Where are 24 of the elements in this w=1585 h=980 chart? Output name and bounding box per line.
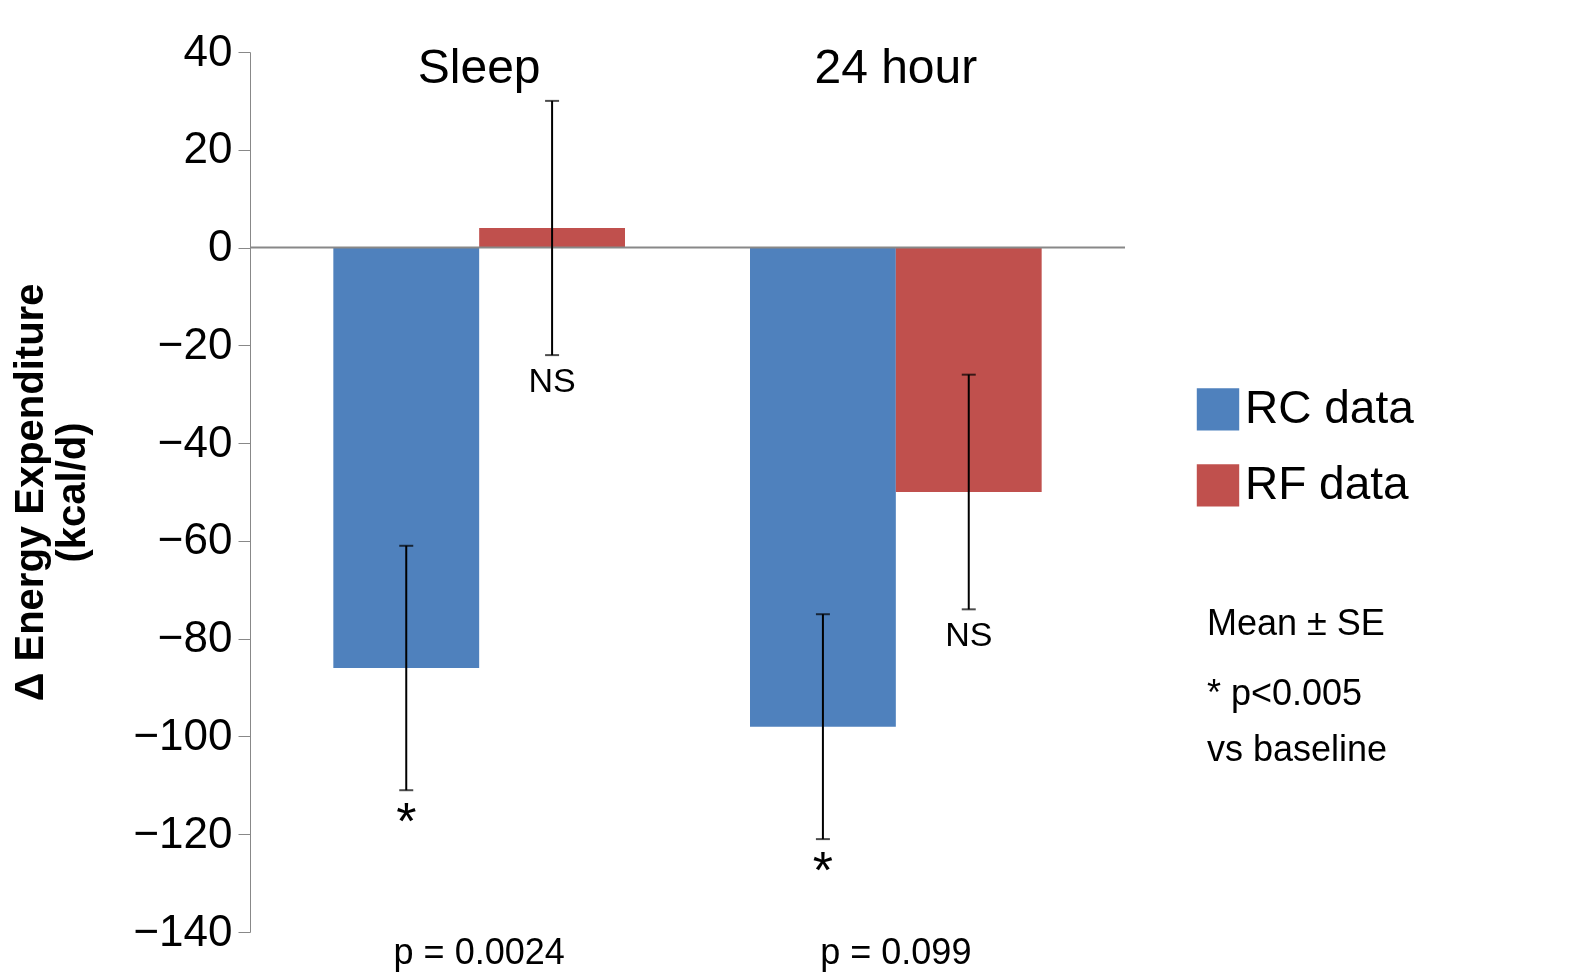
annotation: NS xyxy=(528,361,576,400)
y-tick-label: 40 xyxy=(183,25,233,75)
legend-label: RC data xyxy=(1245,381,1415,434)
y-tick-label: 0 xyxy=(208,221,233,271)
y-tick-label: −60 xyxy=(157,514,233,564)
y-tick-label: 20 xyxy=(183,123,233,173)
annotation: p = 0.0024 xyxy=(393,931,565,972)
y-tick-label: −80 xyxy=(157,612,233,662)
text: * p<0.005 xyxy=(1207,672,1363,713)
x-tick-label: 24 hour xyxy=(814,39,978,93)
y-tick-label: −140 xyxy=(133,905,233,955)
annotation: NS xyxy=(945,615,993,654)
y-tick-label: −100 xyxy=(133,709,233,759)
y-axis-title: Δ Energy Expenditure (kcal/d) xyxy=(7,283,94,702)
y-tick-label: −40 xyxy=(157,416,233,466)
annotation: p = 0.099 xyxy=(820,931,972,972)
text: Mean ± SE xyxy=(1207,602,1385,643)
data-label: * xyxy=(396,792,417,851)
x-tick-label: Sleep xyxy=(417,39,541,93)
y-tick-label: −20 xyxy=(157,318,233,368)
legend-label: RF data xyxy=(1245,457,1410,510)
text: vs baseline xyxy=(1207,728,1388,769)
y-tick-label: −120 xyxy=(133,807,233,857)
data-label: * xyxy=(812,841,834,900)
